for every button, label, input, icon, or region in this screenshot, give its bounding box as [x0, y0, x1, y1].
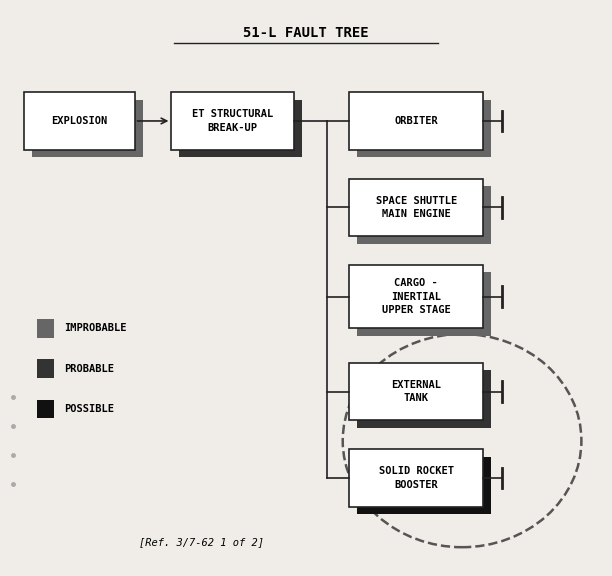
Text: PROBABLE: PROBABLE [64, 363, 114, 374]
Bar [357, 186, 491, 244]
Bar [349, 179, 483, 236]
Bar [24, 92, 135, 150]
Text: EXTERNAL
TANK: EXTERNAL TANK [391, 380, 441, 403]
Bar [349, 92, 483, 150]
Bar [357, 370, 491, 428]
Bar [357, 272, 491, 336]
Bar [37, 359, 54, 378]
Bar [349, 363, 483, 420]
Bar [171, 92, 294, 150]
Bar [37, 400, 54, 418]
Text: SOLID ROCKET
BOOSTER: SOLID ROCKET BOOSTER [379, 467, 453, 490]
Bar [32, 100, 143, 157]
Bar [349, 265, 483, 328]
Text: CARGO -
INERTIAL
UPPER STAGE: CARGO - INERTIAL UPPER STAGE [382, 278, 450, 315]
Bar [357, 100, 491, 157]
Text: ET STRUCTURAL
BREAK-UP: ET STRUCTURAL BREAK-UP [192, 109, 273, 132]
Text: SPACE SHUTTLE
MAIN ENGINE: SPACE SHUTTLE MAIN ENGINE [376, 196, 457, 219]
Text: ORBITER: ORBITER [394, 116, 438, 126]
Bar [37, 319, 54, 338]
Text: [Ref. 3/7-62 1 of 2]: [Ref. 3/7-62 1 of 2] [140, 537, 264, 547]
Bar [349, 449, 483, 507]
Text: IMPROBABLE: IMPROBABLE [64, 323, 127, 334]
Text: 51-L FAULT TREE: 51-L FAULT TREE [243, 26, 369, 40]
Text: EXPLOSION: EXPLOSION [51, 116, 108, 126]
Bar [357, 457, 491, 514]
Text: POSSIBLE: POSSIBLE [64, 404, 114, 414]
Bar [179, 100, 302, 157]
